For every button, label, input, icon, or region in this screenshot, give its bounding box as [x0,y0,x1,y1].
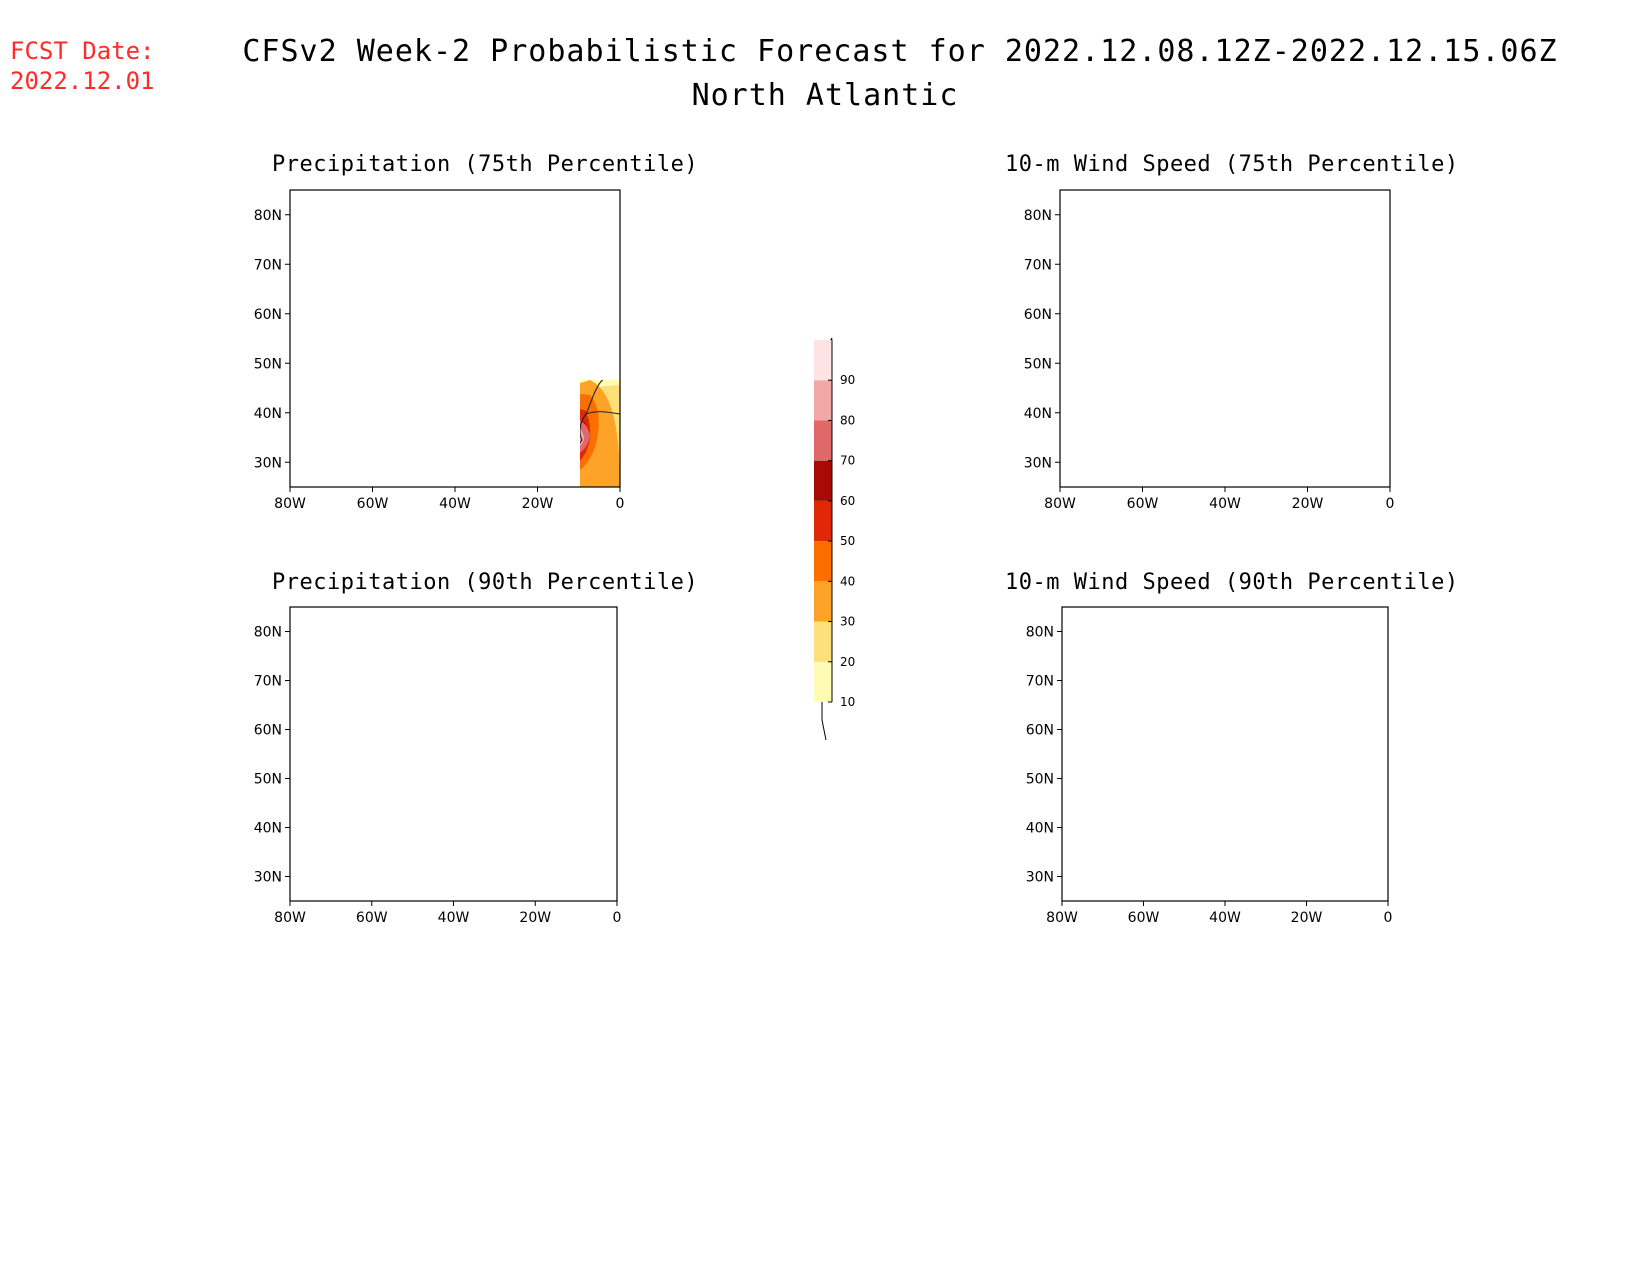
lon-label-precip-75: 20W [522,496,554,512]
lat-label-precip-75: 60N [254,307,282,323]
map-panel-wind-90 [1061,606,1389,902]
lat-label-wind-90: 80N [1026,625,1054,641]
lat-label-precip-90: 30N [254,870,282,886]
lat-label-precip-90: 60N [254,723,282,739]
colorbar-segment [814,621,832,662]
lon-label-wind-75: 80W [1044,496,1076,512]
lat-label-precip-75: 30N [254,455,282,471]
lat-label-wind-90: 40N [1026,821,1054,837]
colorbar-segment [814,661,832,702]
lat-label-precip-75: 40N [254,406,282,422]
colorbar-bottom-cap [821,700,827,741]
lon-label-precip-90: 0 [613,910,622,926]
lon-label-wind-90: 60W [1128,910,1160,926]
lon-label-precip-90: 80W [274,910,306,926]
lat-label-wind-90: 70N [1026,674,1054,690]
lat-label-precip-75: 80N [254,208,282,224]
colorbar-segment [814,581,832,622]
colorbar-segment [814,500,832,542]
lat-label-precip-90: 50N [254,772,282,788]
lon-label-precip-75: 0 [616,496,625,512]
lon-label-wind-75: 0 [1386,496,1395,512]
lon-label-wind-75: 40W [1209,496,1241,512]
map-panel-precip-75 [289,189,621,488]
colorbar-label: 60 [840,494,855,508]
colorbar-segment [814,460,832,501]
colorbar-label: 20 [840,655,855,669]
colorbar: 10 20 30 40 50 60 70 80 90 [814,337,855,741]
lat-label-precip-75: 70N [254,257,282,273]
colorbar-label: 90 [840,373,855,387]
colorbar-segment [814,420,832,461]
lon-label-precip-90: 60W [356,910,388,926]
map-panel-wind-75 [1059,189,1391,488]
colorbar-label: 50 [840,534,855,548]
lat-label-precip-90: 80N [254,625,282,641]
lat-label-wind-90: 60N [1026,723,1054,739]
colorbar-label: 80 [840,413,855,427]
lon-label-precip-90: 20W [519,910,551,926]
lon-label-precip-75: 60W [357,496,389,512]
colorbar-segment [814,340,832,381]
colorbar-label: 70 [840,454,855,468]
colorbar-label: 40 [840,574,855,588]
axes-layer: 80N 70N 60N 50N 40N 30N 80W 60W 40W 20W 0 80N 70N 60N… [254,208,1395,926]
lat-label-precip-75: 50N [254,356,282,372]
lon-label-wind-90: 20W [1291,910,1323,926]
lon-label-precip-75: 40W [439,496,471,512]
lon-label-wind-75: 60W [1127,496,1159,512]
lat-label-wind-75: 60N [1024,307,1052,323]
forecast-date-label: FCST Date: [10,37,155,65]
panel-title-wind-75: 10-m Wind Speed (75th Percentile) [1005,152,1459,177]
lat-label-wind-75: 50N [1024,356,1052,372]
lat-label-precip-90: 40N [254,821,282,837]
lat-label-wind-90: 30N [1026,870,1054,886]
lat-label-wind-90: 50N [1026,772,1054,788]
lon-label-wind-90: 0 [1384,910,1393,926]
panel-title-precip-75: Precipitation (75th Percentile) [272,152,699,177]
lon-label-wind-75: 20W [1292,496,1324,512]
colorbar-label: 30 [840,615,855,629]
lon-label-precip-90: 40W [438,910,470,926]
lon-label-wind-90: 40W [1209,910,1241,926]
lon-label-precip-75: 80W [274,496,306,512]
lon-label-wind-90: 80W [1046,910,1078,926]
lat-label-wind-75: 30N [1024,455,1052,471]
map-panel-precip-90 [289,606,618,902]
panel-title-precip-90: Precipitation (90th Percentile) [272,570,699,595]
panel-title-wind-90: 10-m Wind Speed (90th Percentile) [1005,570,1459,595]
figure-subtitle: North Atlantic [691,78,959,113]
figure-title: CFSv2 Week-2 Probabilistic Forecast for … [242,34,1558,69]
colorbar-label: 10 [840,695,855,709]
lat-label-wind-75: 70N [1024,257,1052,273]
lat-label-precip-90: 70N [254,674,282,690]
lat-label-wind-75: 80N [1024,208,1052,224]
forecast-date-block: FCST Date: 2022.12.01 [10,36,155,96]
colorbar-segment [814,541,832,582]
forecast-date-value: 2022.12.01 [10,67,155,95]
colorbar-segment [814,380,832,421]
lat-label-wind-75: 40N [1024,406,1052,422]
